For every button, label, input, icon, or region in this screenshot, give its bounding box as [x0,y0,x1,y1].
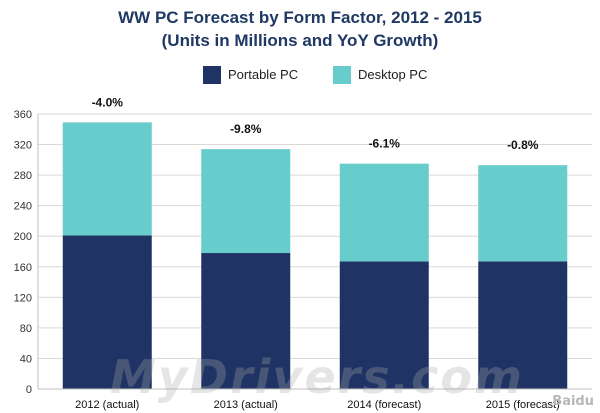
bar-desktop [478,165,568,262]
x-tick-label: 2015 (forecast) [486,399,560,411]
legend-swatch-desktop [333,66,351,84]
y-tick-label: 200 [14,231,32,243]
legend-label-desktop: Desktop PC [358,67,428,82]
x-tick-label: 2014 (forecast) [347,399,421,411]
bar-portable [201,253,291,389]
x-tick-label: 2013 (actual) [214,399,278,411]
y-tick-label: 360 [14,109,32,121]
y-tick-label: 80 [20,323,32,335]
chart-subtitle: (Units in Millions and YoY Growth) [161,31,439,50]
legend-swatch-portable [203,66,221,84]
y-tick-label: 0 [26,384,32,396]
legend-label-portable: Portable PC [228,67,299,82]
y-tick-label: 160 [14,262,32,274]
growth-label: -0.8% [507,138,539,152]
logo: Baidu [552,394,594,409]
bar-portable [62,235,152,389]
y-tick-label: 240 [14,201,32,213]
bar-portable [478,261,568,389]
y-tick-label: 120 [14,292,32,304]
legend: Portable PC Desktop PC [0,66,600,86]
bar-desktop [62,122,152,236]
chart-title: WW PC Forecast by Form Factor, 2012 - 20… [118,8,482,27]
growth-label: -6.1% [369,137,401,151]
bar-desktop [339,163,429,262]
bar-desktop [201,149,291,254]
x-tick-label: 2012 (actual) [75,399,139,411]
bar-portable [339,261,429,389]
growth-label: -9.8% [230,122,262,136]
growth-label: -4.0% [92,95,124,109]
y-tick-label: 280 [14,170,32,182]
y-tick-label: 320 [14,140,32,152]
y-tick-label: 40 [20,353,32,365]
